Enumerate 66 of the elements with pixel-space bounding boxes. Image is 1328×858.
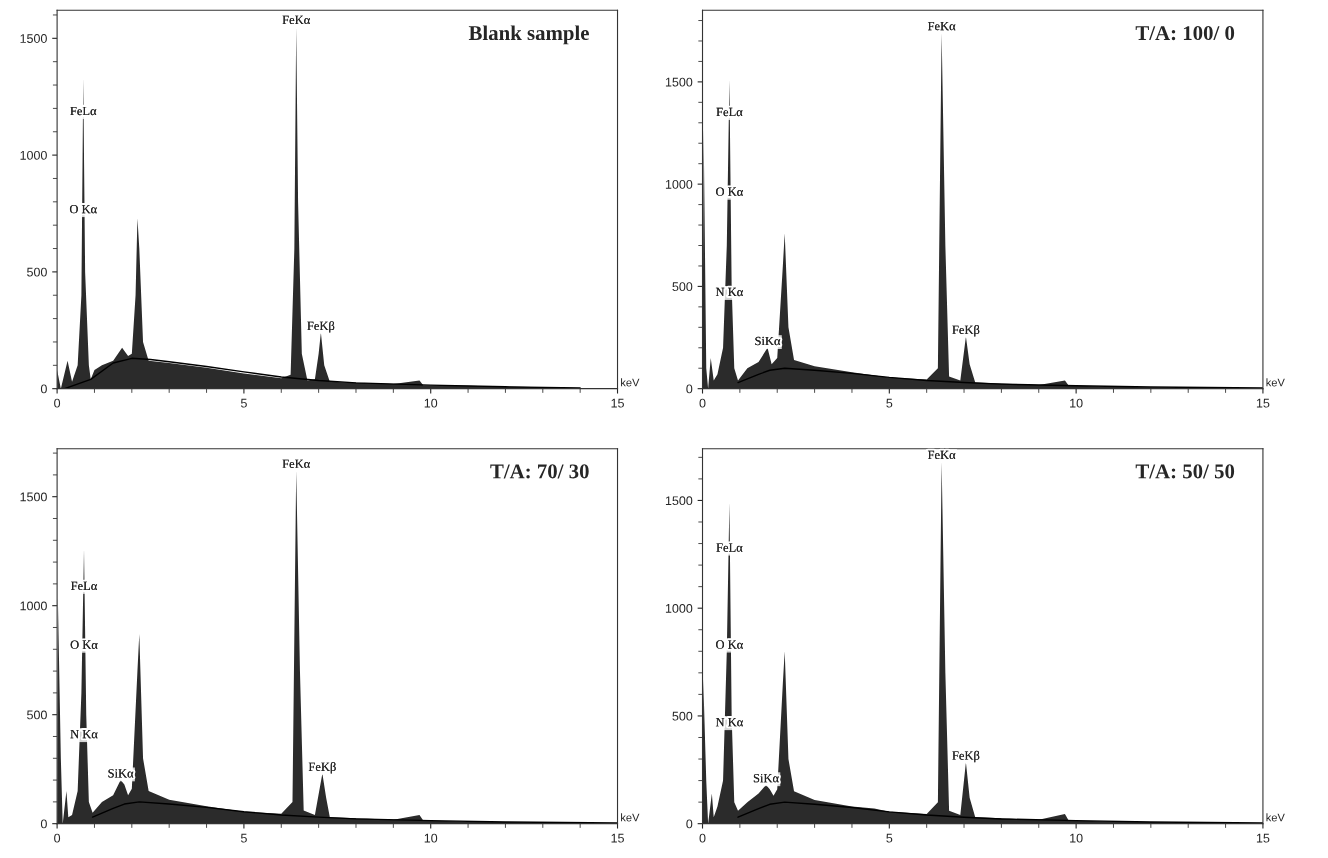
annotation: FeLα <box>716 107 743 117</box>
y-tick-label: 0 <box>686 384 693 394</box>
x-tick-label: 10 <box>424 833 438 843</box>
x-tick-label: 15 <box>611 398 624 408</box>
annotation: SiKα <box>755 336 781 346</box>
y-tick-label: 1500 <box>20 34 47 43</box>
x-tick-label: 0 <box>54 833 61 843</box>
y-tick-label: 500 <box>672 282 693 292</box>
y-tick-label: 0 <box>40 819 47 829</box>
annotation: FeKβ <box>308 762 336 774</box>
y-tick-label: 0 <box>686 819 693 829</box>
annotation: FeKβ <box>952 325 980 337</box>
y-tick-label: 1500 <box>665 496 693 506</box>
x-tick-label: 15 <box>1256 398 1270 408</box>
x-tick-label: 0 <box>699 833 706 843</box>
x-tick-label: 10 <box>1070 833 1083 843</box>
x-axis-title: keV <box>1266 813 1285 822</box>
x-tick-label: 5 <box>240 398 247 408</box>
text: T/A: 50/ 50 <box>1135 464 1235 479</box>
y-tick-label: 500 <box>672 711 693 721</box>
annotation: O Kα <box>716 640 743 649</box>
annotation: N Kα <box>70 730 98 739</box>
annotation: N Kα <box>715 287 743 297</box>
x-tick-label: 5 <box>240 833 247 843</box>
y-tick-label: 1000 <box>20 601 47 611</box>
annotation: FeKα <box>282 15 310 25</box>
y-tick-label: 1000 <box>20 150 47 160</box>
text: Blank sample <box>468 25 589 45</box>
y-tick-label: 1500 <box>665 77 693 87</box>
line-series <box>737 801 1263 824</box>
x-tick-label: 10 <box>1070 398 1083 408</box>
annotation: FeLα <box>716 543 743 552</box>
annotation: SiKα <box>753 773 779 783</box>
annotation: O Kα <box>69 204 97 214</box>
annotation: N Kα <box>715 718 743 727</box>
x-tick-label: 10 <box>424 398 438 408</box>
x-tick-label: 5 <box>886 398 893 408</box>
line-series <box>91 801 618 824</box>
y-tick-label: 500 <box>27 267 47 277</box>
x-axis-title: keV <box>621 378 640 387</box>
annotation: FeKβ <box>307 321 335 333</box>
y-tick-label: 1000 <box>665 179 693 189</box>
annotation: O Kα <box>716 187 743 196</box>
y-tick-label: 1500 <box>20 492 47 502</box>
line-series <box>63 357 581 389</box>
annotation: FeLα <box>71 581 98 591</box>
y-tick-label: 500 <box>27 710 47 720</box>
annotation: FeKα <box>927 450 956 460</box>
text: T/A: 100/ 0 <box>1135 26 1235 41</box>
text: T/A: 70/ 30 <box>490 464 589 479</box>
x-tick-label: 0 <box>699 398 706 408</box>
x-tick-label: 15 <box>611 833 624 843</box>
x-tick-label: 15 <box>1256 833 1270 843</box>
annotation: FeKα <box>927 21 956 31</box>
y-tick-label: 0 <box>40 384 47 394</box>
line-series <box>737 367 1263 389</box>
x-axis-title: keV <box>621 813 640 822</box>
y-tick-label: 1000 <box>665 603 693 613</box>
x-axis-title: keV <box>1266 378 1285 387</box>
annotation: FeKα <box>282 459 310 468</box>
annotation: FeLα <box>70 106 97 116</box>
annotation: FeKβ <box>952 750 980 763</box>
annotation: SiKα <box>108 769 134 778</box>
x-tick-label: 0 <box>54 398 61 408</box>
x-tick-label: 5 <box>886 833 893 843</box>
annotation: O Kα <box>70 640 98 649</box>
